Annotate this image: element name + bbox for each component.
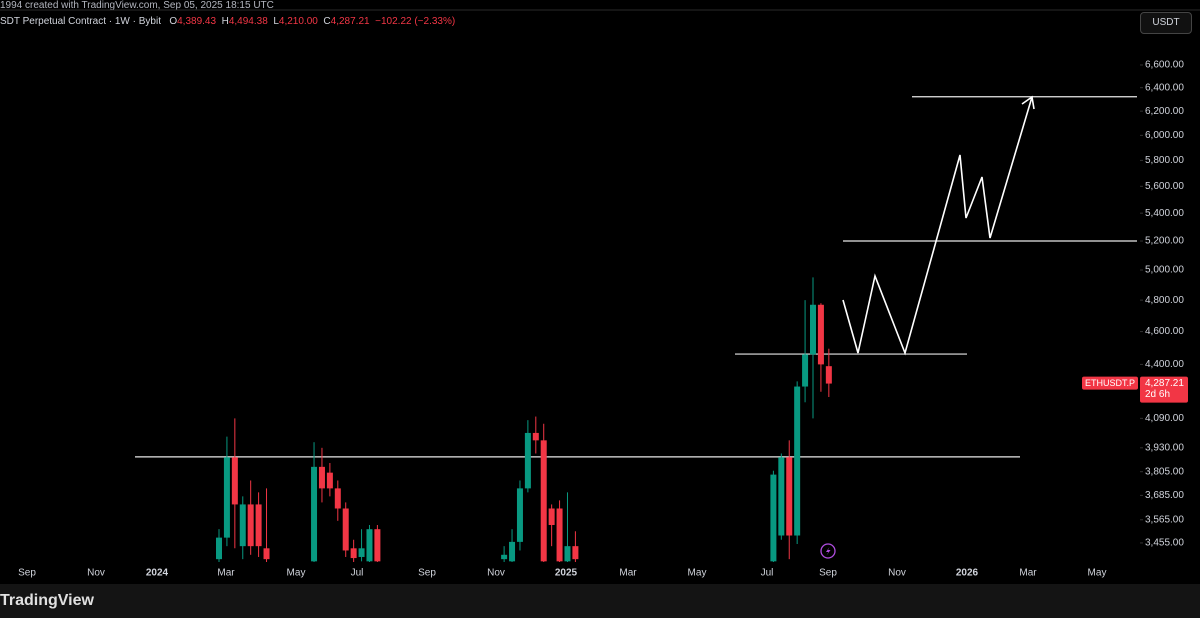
- change: −102.22 (−2.33%): [375, 16, 456, 27]
- x-tick-label: Mar: [1019, 568, 1037, 579]
- candle-body: [786, 457, 793, 536]
- candle-body: [825, 366, 832, 384]
- y-tick-label: 5,400.00: [1145, 208, 1184, 219]
- ohlc-value: 4,389.43: [177, 16, 217, 27]
- x-tick-label: Mar: [217, 568, 235, 579]
- price-tag-symbol-bg: [1082, 376, 1138, 390]
- lightning-icon: [820, 543, 836, 559]
- y-tick-label: 5,000.00: [1145, 265, 1184, 276]
- candle-body: [366, 529, 373, 562]
- x-tick-label: May: [287, 568, 306, 579]
- x-tick-label: Nov: [87, 568, 105, 579]
- chart: 3,455.00 3,565.00 3,685.00 3,805.00 3,930.00…: [0, 9, 1200, 579]
- x-tick-label: Mar: [619, 568, 637, 579]
- candle-body: [358, 548, 365, 557]
- x-tick-label: 2026: [956, 568, 979, 579]
- candle-body: [247, 504, 254, 547]
- candle-body: [572, 546, 579, 560]
- ohlc-key: O: [169, 16, 178, 27]
- y-tick-label: 6,600.00: [1145, 60, 1184, 71]
- ohlc-key: C: [323, 16, 331, 27]
- candle-body: [374, 529, 381, 562]
- currency-button[interactable]: USDT: [1140, 12, 1192, 34]
- x-tick-label: 2025: [555, 568, 578, 579]
- candle-body: [524, 432, 531, 489]
- x-tick-label: 2024: [146, 568, 169, 579]
- candle-body: [216, 537, 222, 560]
- y-tick-label: 3,805.00: [1145, 466, 1184, 477]
- candle-body: [564, 546, 571, 562]
- ohlc-key: H: [221, 16, 229, 27]
- y-tick-label: 3,930.00: [1145, 442, 1184, 453]
- x-tick-label: Nov: [888, 568, 906, 579]
- candle-body: [540, 440, 547, 562]
- candle-body: [794, 386, 801, 536]
- candle-body: [350, 548, 357, 559]
- y-tick-label: 4,800.00: [1145, 295, 1184, 306]
- candle-body: [532, 432, 539, 441]
- y-tick-label: 3,685.00: [1145, 490, 1184, 501]
- y-tick-label: 6,000.00: [1145, 130, 1184, 141]
- candle-body: [810, 304, 816, 355]
- y-tick-label: 6,200.00: [1145, 106, 1184, 117]
- x-tick-label: Jul: [761, 568, 774, 579]
- price-tag-bg: [1140, 376, 1188, 403]
- price-tag-symbol: ETHUSDT.P: [1085, 378, 1135, 388]
- y-tick-label: 4,090.00: [1145, 413, 1184, 424]
- candle-body: [778, 457, 785, 536]
- ohlc-value: 4,287.21: [330, 16, 370, 27]
- x-tick-label: May: [688, 568, 707, 579]
- candle-body: [263, 548, 270, 560]
- y-tick-label: 4,400.00: [1145, 359, 1184, 370]
- candle-body: [501, 554, 508, 560]
- candle-body: [556, 508, 563, 562]
- brand: TradingView: [0, 592, 94, 609]
- price-tag-price: 4,287.21: [1145, 378, 1184, 389]
- ohlc-value: 4,494.38: [228, 16, 268, 27]
- candle-body: [802, 354, 809, 387]
- x-tick-label: May: [1088, 568, 1107, 579]
- candle-body: [516, 488, 523, 542]
- symbol-legend: SDT Perpetual Contract · 1W · Bybit O4,3…: [0, 16, 455, 27]
- y-tick-label: 3,455.00: [1145, 538, 1184, 549]
- footer: TradingView: [0, 584, 1200, 618]
- candle-body: [770, 474, 777, 562]
- candle-body: [255, 504, 262, 547]
- x-tick-label: Sep: [418, 568, 436, 579]
- caption: 1994 created with TradingView.com, Sep 0…: [0, 0, 274, 11]
- y-tick-label: 5,200.00: [1145, 236, 1184, 247]
- candle-body: [548, 508, 555, 525]
- candle-body: [239, 504, 246, 547]
- candle-body: [509, 541, 516, 562]
- ohlc-value: 4,210.00: [278, 16, 318, 27]
- price-tag-countdown: 2d 6h: [1145, 389, 1170, 400]
- y-tick-label: 6,400.00: [1145, 82, 1184, 93]
- candle-body: [311, 466, 318, 562]
- symbol: SDT Perpetual Contract · 1W · Bybit: [0, 16, 161, 27]
- x-tick-label: Sep: [819, 568, 837, 579]
- candle-body: [334, 488, 341, 509]
- x-tick-label: Nov: [487, 568, 505, 579]
- candle-body: [342, 508, 349, 551]
- projection-path: [842, 95, 1035, 356]
- candle-body: [318, 466, 325, 489]
- y-tick-label: 3,565.00: [1145, 514, 1184, 525]
- candle-body: [817, 304, 824, 365]
- candle-body: [223, 457, 230, 538]
- x-tick-label: Jul: [351, 568, 364, 579]
- ohlc-key: L: [273, 16, 279, 27]
- y-tick-label: 5,600.00: [1145, 181, 1184, 192]
- candle-body: [326, 472, 333, 489]
- y-tick-label: 5,800.00: [1145, 155, 1184, 166]
- candle-body: [231, 457, 238, 505]
- y-tick-label: 4,600.00: [1145, 326, 1184, 337]
- x-tick-label: Sep: [18, 568, 36, 579]
